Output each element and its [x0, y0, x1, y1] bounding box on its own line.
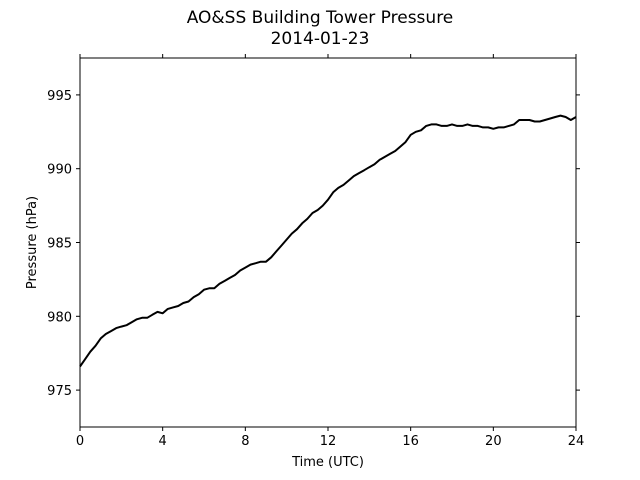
x-axis-label: Time (UTC) [291, 455, 364, 470]
x-tick-label: 20 [485, 434, 502, 449]
x-tick-label: 0 [76, 434, 84, 449]
pressure-series-line [79, 114, 577, 368]
x-tick-label: 12 [320, 434, 337, 449]
chart-subtitle: 2014-01-23 [270, 29, 370, 49]
y-axis-label: Pressure (hPa) [25, 196, 40, 289]
y-tick-label: 995 [47, 89, 72, 104]
x-tick-label: 4 [159, 434, 167, 449]
y-tick-label: 985 [47, 237, 72, 252]
plot-frame [79, 57, 577, 428]
x-tick-label: 24 [568, 434, 585, 449]
x-tick-label: 8 [241, 434, 249, 449]
y-tick-label: 980 [47, 310, 72, 325]
chart-title: AO&SS Building Tower Pressure [186, 8, 454, 28]
y-tick-label: 975 [47, 384, 72, 399]
y-tick-label: 990 [47, 163, 72, 178]
x-tick-label: 16 [402, 434, 419, 449]
